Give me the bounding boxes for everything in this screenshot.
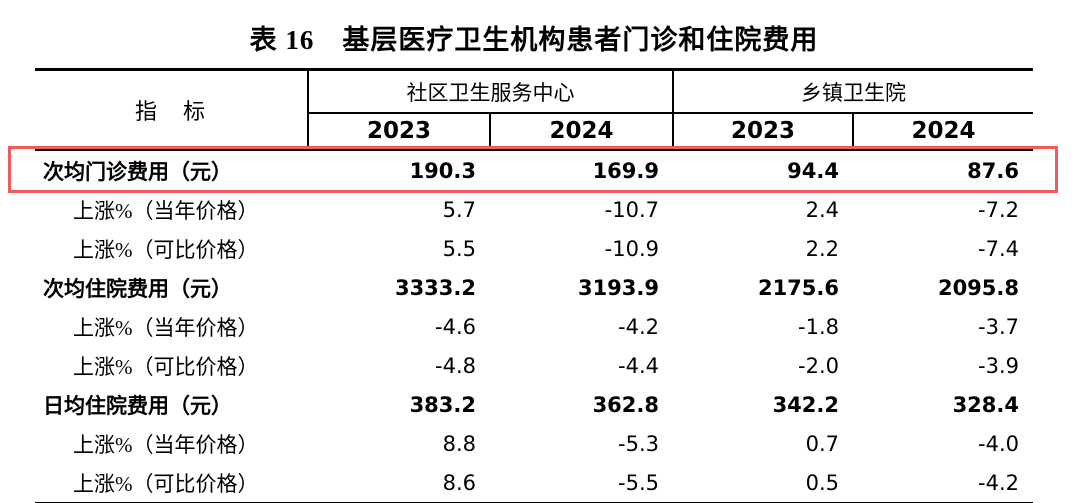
cell-value: 3193.9 (577, 275, 659, 300)
group-header-township-health-center: 乡镇卫生院 (673, 69, 1033, 114)
cell-value: 342.2 (772, 392, 839, 417)
cell-value: 2.2 (805, 236, 839, 261)
group-header-row: 指 标 社区卫生服务中心 乡镇卫生院 (35, 69, 1033, 151)
year-header-township-2023: 2023 (673, 113, 854, 151)
table-row: 上涨%（可比价格） -4.8 -4.4 -2.0 -3.9 (35, 346, 1033, 385)
indicator-column-header: 指 标 (35, 69, 309, 151)
table-header: 指 标 社区卫生服务中心 乡镇卫生院 2023 2024 2023 2024 (35, 69, 1033, 151)
cell-value: 362.8 (592, 392, 659, 417)
cell-value: -1.8 (798, 314, 839, 339)
cell-value: 2095.8 (937, 275, 1019, 300)
cell-value: 3333.2 (394, 275, 476, 300)
cell-value: 383.2 (409, 392, 476, 417)
row-label: 上涨%（可比价格） (73, 354, 259, 379)
table-row: 上涨%（可比价格） 5.5 -10.9 2.2 -7.4 (35, 229, 1033, 268)
cell-value: -10.9 (604, 236, 659, 261)
table-row: 上涨%（当年价格） 5.7 -10.7 2.4 -7.2 (35, 190, 1033, 229)
table-row: 次均住院费用（元） 3333.2 3193.9 2175.6 2095.8 (35, 268, 1033, 307)
cell-value: 8.8 (442, 431, 476, 456)
cell-value: 5.5 (442, 236, 476, 261)
cell-value: 190.3 (409, 158, 476, 183)
cell-value: -4.0 (978, 431, 1019, 456)
cell-value: -7.2 (978, 197, 1019, 222)
table-body: 次均门诊费用（元） 190.3 169.9 94.4 87.6 上涨%（当年价格） 5.7 -… (35, 150, 1033, 503)
cell-value: -3.7 (978, 314, 1019, 339)
cell-value: 328.4 (952, 392, 1019, 417)
year-header-township-2024: 2024 (853, 113, 1033, 151)
cell-value: -3.9 (978, 353, 1019, 378)
cell-value: 87.6 (967, 158, 1019, 183)
group-header-community-health-center: 社区卫生服务中心 (308, 69, 674, 114)
table-row: 上涨%（当年价格） 8.8 -5.3 0.7 -4.0 (35, 424, 1033, 463)
cell-value: 0.7 (805, 431, 839, 456)
cell-value: 94.4 (787, 158, 839, 183)
table-title: 表 16 基层医疗卫生机构患者门诊和住院费用 (249, 25, 819, 55)
row-label: 上涨%（可比价格） (73, 237, 259, 262)
cell-value: -4.4 (618, 353, 659, 378)
row-label: 上涨%（当年价格） (73, 198, 259, 223)
table-row: 日均住院费用（元） 383.2 362.8 342.2 328.4 (35, 385, 1033, 424)
cell-value: 169.9 (592, 158, 659, 183)
cell-value: 8.6 (442, 470, 476, 495)
row-label: 上涨%（当年价格） (73, 432, 259, 457)
cell-value: -2.0 (798, 353, 839, 378)
cell-value: -4.2 (618, 314, 659, 339)
cell-value: -4.6 (435, 314, 476, 339)
row-label: 次均门诊费用（元） (43, 159, 232, 184)
statistics-table: 指 标 社区卫生服务中心 乡镇卫生院 2023 2024 2023 2024 次… (35, 68, 1033, 503)
cell-value: -5.3 (618, 431, 659, 456)
cell-value: -10.7 (604, 197, 659, 222)
table-row: 上涨%（可比价格） 8.6 -5.5 0.5 -4.2 (35, 463, 1033, 503)
row-label: 上涨%（可比价格） (73, 471, 259, 496)
cell-value: 2.4 (805, 197, 839, 222)
year-header-community-2023: 2023 (308, 113, 491, 151)
cell-value: -7.4 (978, 236, 1019, 261)
table-row: 次均门诊费用（元） 190.3 169.9 94.4 87.6 (35, 150, 1033, 191)
row-label: 上涨%（当年价格） (73, 315, 259, 340)
cell-value: -5.5 (618, 470, 659, 495)
cell-value: -4.8 (435, 353, 476, 378)
row-label: 日均住院费用（元） (43, 393, 232, 418)
cell-value: 2175.6 (757, 275, 839, 300)
cell-value: 5.7 (442, 197, 476, 222)
table-row: 上涨%（当年价格） -4.6 -4.2 -1.8 -3.7 (35, 307, 1033, 346)
year-header-community-2024: 2024 (490, 113, 674, 151)
cell-value: 0.5 (805, 470, 839, 495)
cell-value: -4.2 (978, 470, 1019, 495)
row-label: 次均住院费用（元） (43, 276, 232, 301)
